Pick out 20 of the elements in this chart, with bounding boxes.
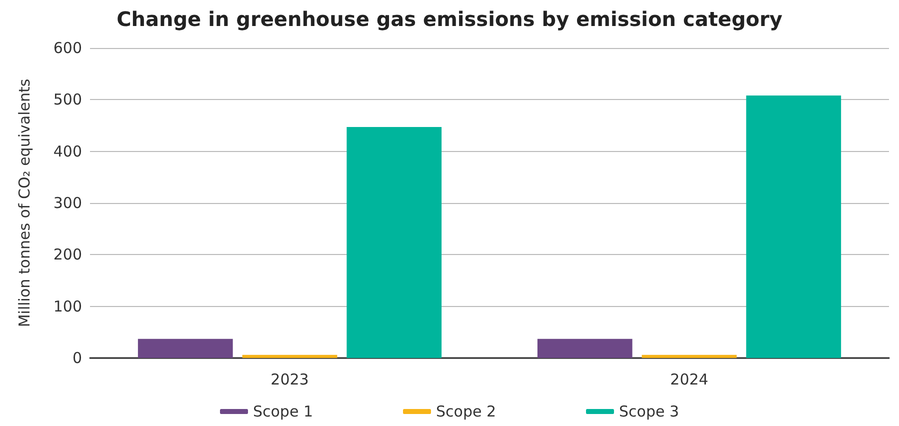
- y-tick-label: 500: [53, 90, 82, 109]
- y-tick-label: 300: [53, 194, 82, 212]
- y-tick-label: 600: [53, 39, 82, 57]
- bar: [537, 338, 632, 358]
- bar: [346, 127, 442, 358]
- y-tick-label: 200: [53, 246, 82, 264]
- x-tick-label: 2024: [670, 370, 708, 388]
- bar: [242, 354, 338, 358]
- legend-label: Scope 3: [619, 402, 680, 420]
- bar: [746, 96, 842, 358]
- x-tick-label: 2023: [270, 370, 309, 388]
- y-axis-title: Million tonnes of CO₂ equivalents: [16, 78, 34, 328]
- y-tick-label: 0: [72, 349, 82, 367]
- legend-label: Scope 1: [252, 402, 314, 420]
- bar: [138, 338, 233, 358]
- legend-label: Scope 2: [436, 402, 496, 420]
- y-tick-label: 100: [53, 297, 82, 316]
- y-tick-label: 400: [53, 142, 82, 160]
- bar: [642, 354, 737, 358]
- chart-title: Change in greenhouse gas emissions by emission category: [116, 7, 782, 31]
